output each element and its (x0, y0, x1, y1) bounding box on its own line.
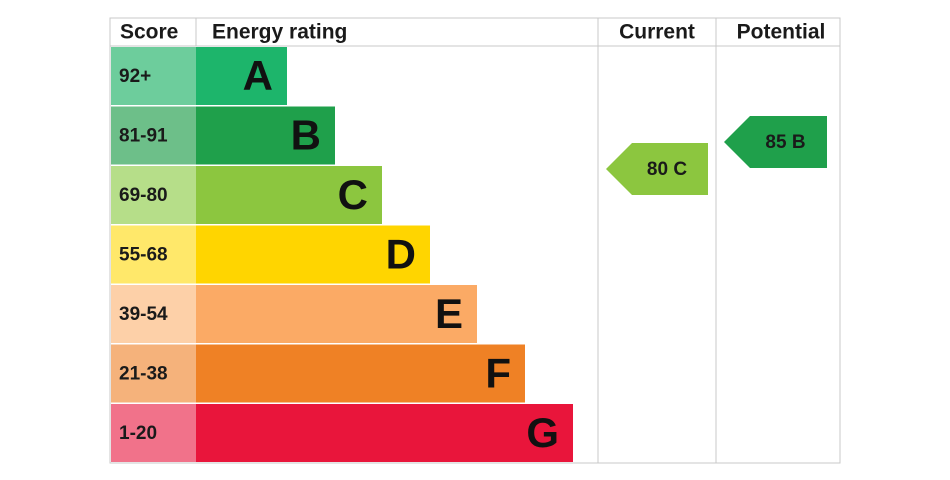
rating-bar (196, 225, 430, 284)
score-cell (111, 47, 196, 105)
header-potential: Potential (737, 21, 826, 44)
score-range: 81-91 (119, 125, 168, 146)
header-rating: Energy rating (212, 21, 347, 44)
score-cell (111, 106, 196, 165)
score-cell (111, 225, 196, 284)
rating-bar (196, 106, 335, 165)
rating-letter: D (386, 230, 416, 277)
rating-letter: F (485, 349, 511, 396)
rating-bar (196, 47, 287, 105)
score-range: 1-20 (119, 423, 157, 444)
rating-letter: E (435, 290, 463, 337)
potential-label: 85 B (765, 132, 805, 153)
rating-bar (196, 166, 382, 224)
score-cell (111, 404, 196, 462)
current-label: 80 C (647, 159, 687, 180)
score-range: 55-68 (119, 244, 168, 265)
score-range: 21-38 (119, 363, 168, 384)
rating-bar (196, 285, 477, 343)
rating-bar (196, 404, 573, 462)
rating-letter: C (338, 171, 368, 218)
rating-bar (196, 344, 525, 403)
score-cell (111, 166, 196, 224)
rating-letter: G (526, 409, 559, 456)
rating-letter: A (243, 52, 273, 99)
potential-arrow (724, 116, 827, 168)
score-range: 69-80 (119, 185, 168, 206)
score-cell (111, 344, 196, 403)
score-range: 92+ (119, 66, 151, 87)
rating-letter: B (291, 111, 321, 158)
score-range: 39-54 (119, 304, 168, 325)
current-arrow (606, 143, 708, 195)
score-cell (111, 285, 196, 343)
header-current: Current (619, 21, 695, 44)
header-score: Score (120, 21, 178, 44)
